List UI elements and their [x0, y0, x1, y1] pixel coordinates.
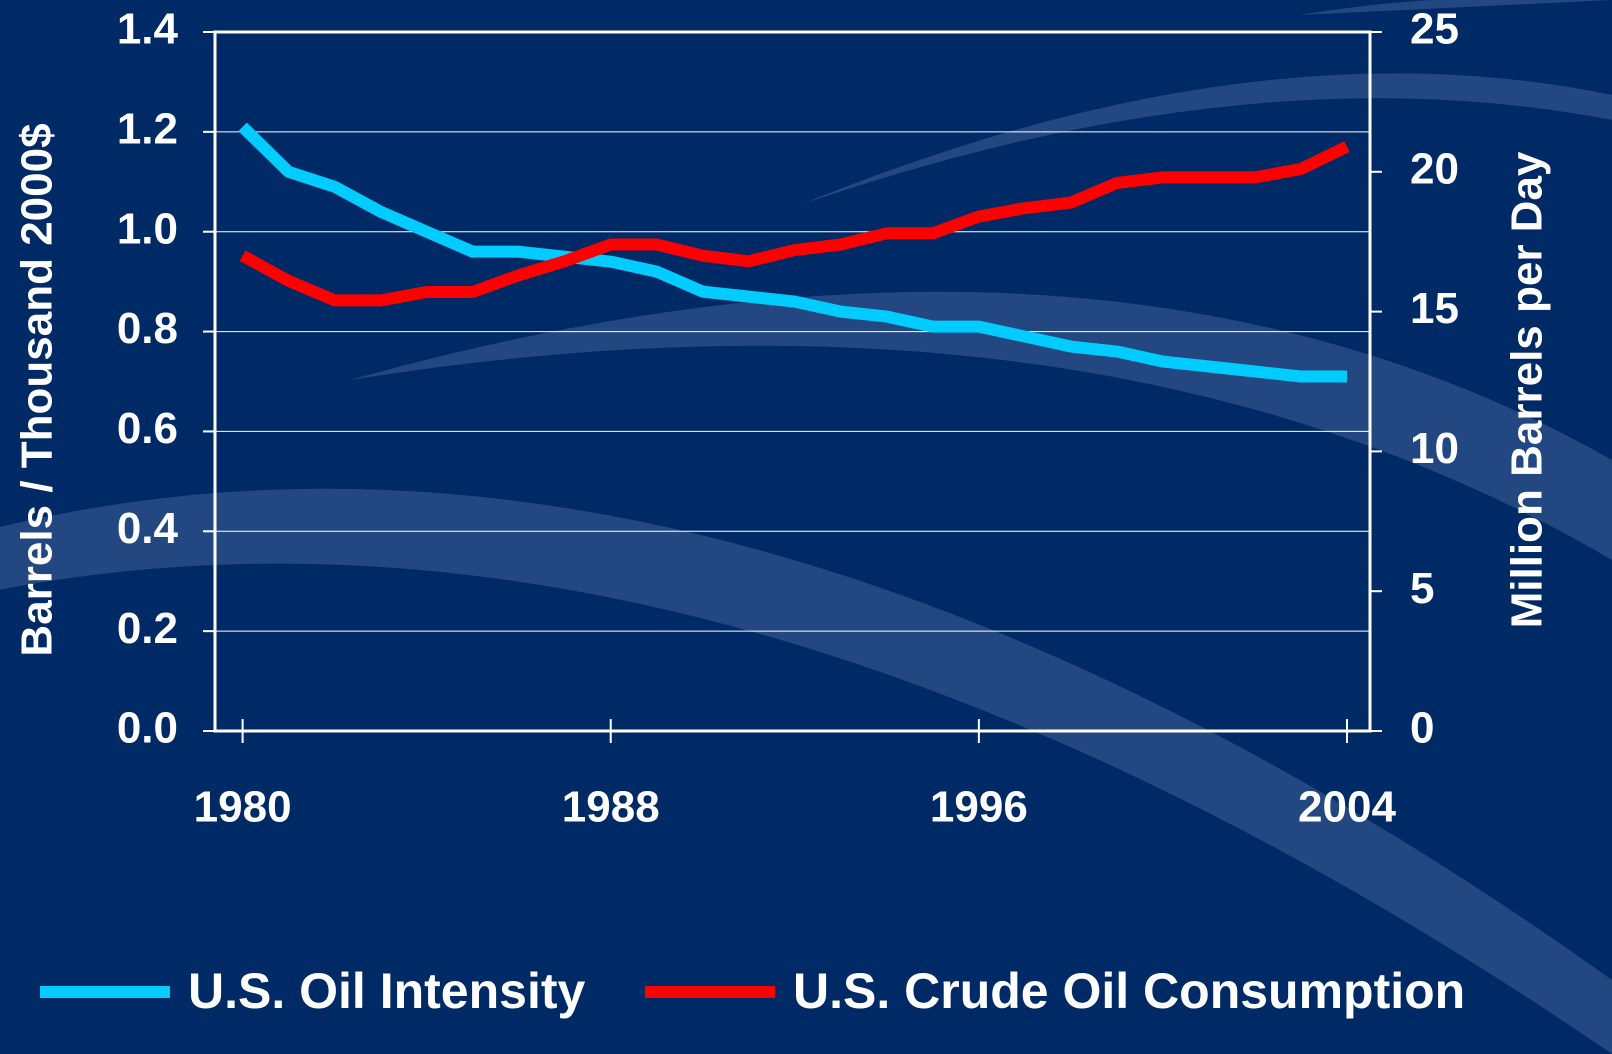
- y-axis-label: Barrels / Thousand 2000$: [13, 123, 62, 656]
- y-tick-label: 1.4: [117, 5, 179, 54]
- x-tick-label: 1996: [930, 783, 1028, 832]
- y2-tick-label: 20: [1410, 144, 1459, 193]
- chart: Barrels / Thousand 2000$ Million Barrels…: [0, 0, 1612, 1054]
- y2-tick-label: 15: [1410, 284, 1459, 333]
- y2-tick-label: 25: [1410, 5, 1459, 54]
- y2-tick-label: 0: [1410, 704, 1434, 753]
- y2-tick-label: 5: [1410, 564, 1434, 613]
- x-tick-label: 2004: [1298, 783, 1396, 832]
- y-tick-label: 1.2: [117, 104, 178, 153]
- y-tick-label: 0.0: [117, 704, 178, 753]
- legend-label: U.S. Oil Intensity: [188, 963, 585, 1019]
- y-tick-label: 0.6: [117, 404, 178, 453]
- y-tick-label: 0.8: [117, 304, 178, 353]
- y2-tick-label: 10: [1410, 424, 1459, 473]
- y-tick-label: 1.0: [117, 204, 178, 253]
- x-tick-label: 1988: [562, 783, 660, 832]
- y-tick-label: 0.2: [117, 604, 178, 653]
- y2-axis-label: Million Barrels per Day: [1503, 151, 1552, 628]
- y-tick-label: 0.4: [117, 504, 179, 553]
- legend-label: U.S. Crude Oil Consumption: [793, 963, 1465, 1019]
- x-tick-label: 1980: [194, 783, 292, 832]
